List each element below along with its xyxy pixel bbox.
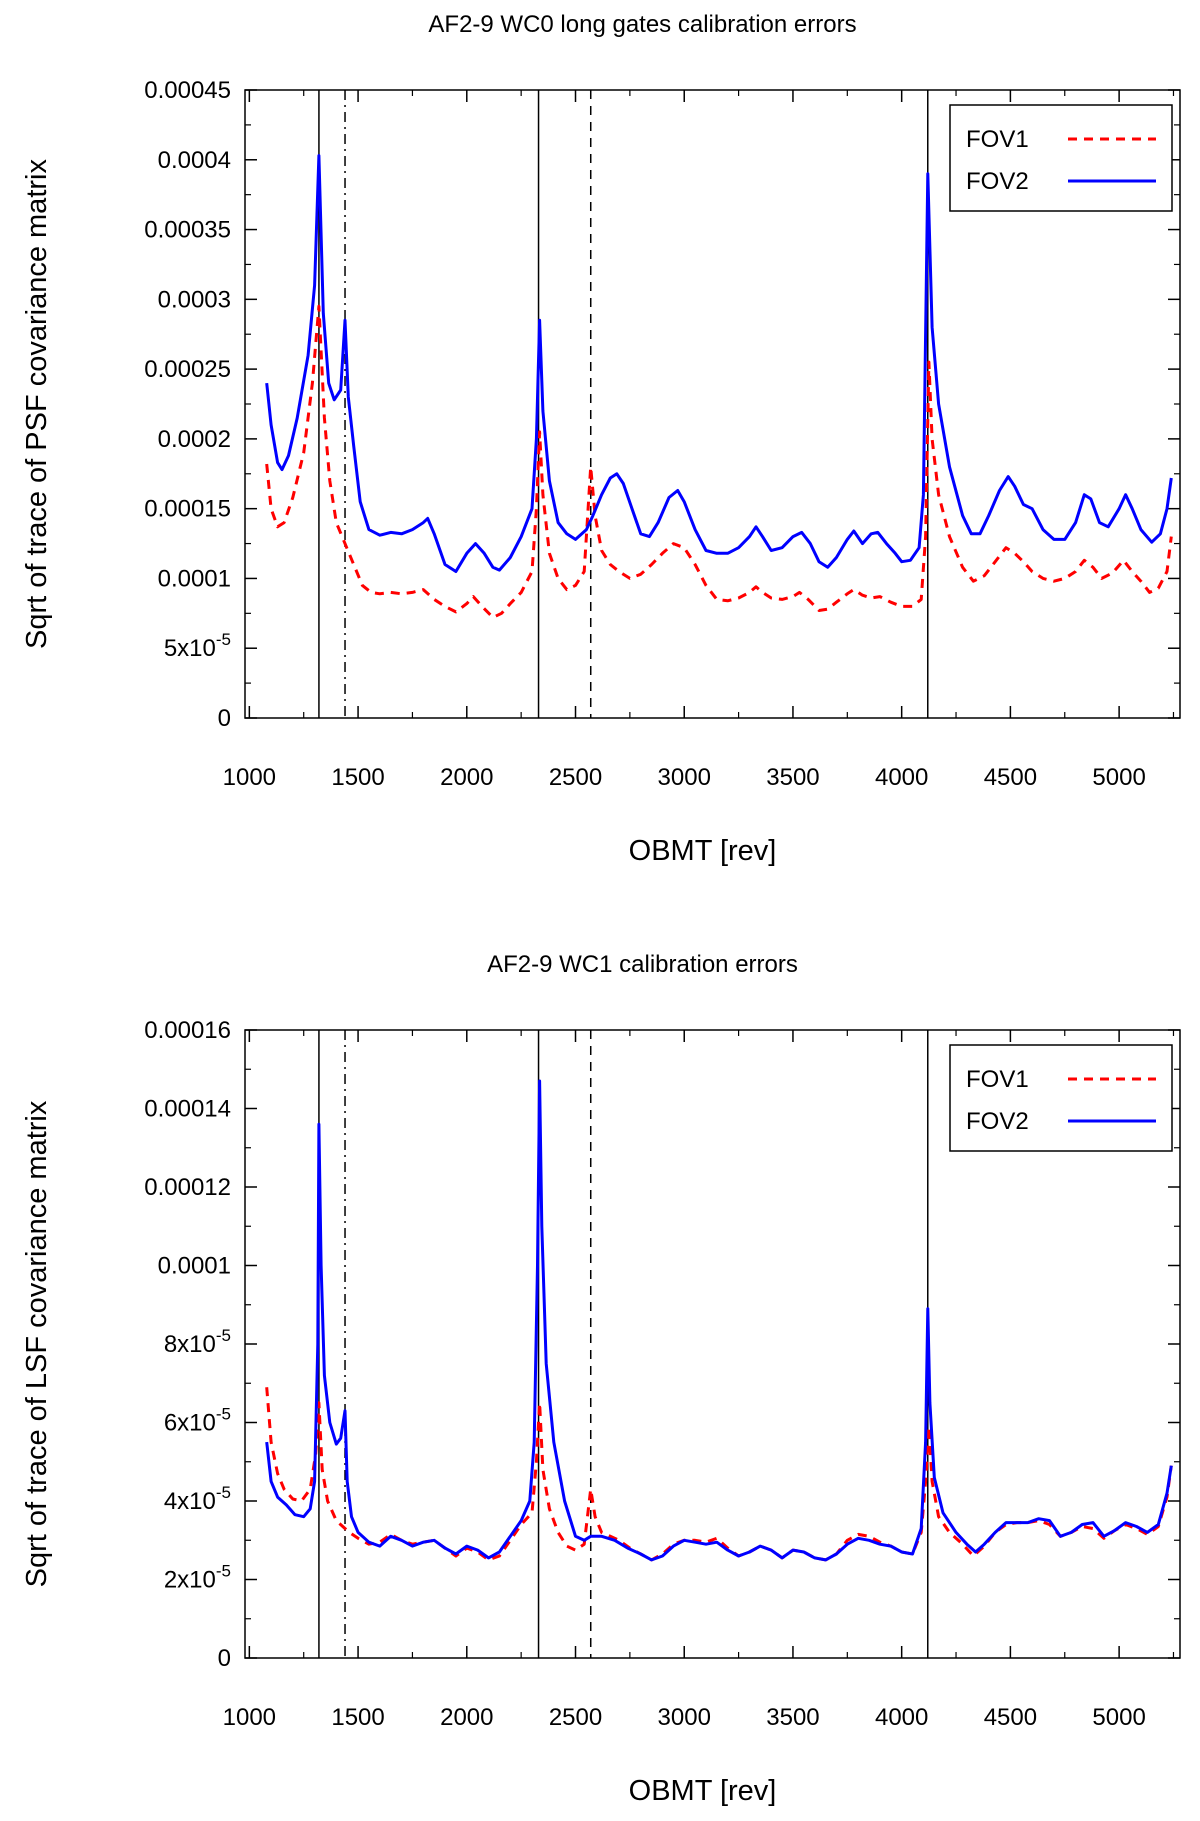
plot-frame xyxy=(244,89,1181,719)
y-axis-label: Sqrt of trace of LSF covariance matrix xyxy=(21,1100,53,1587)
x-tick-label: 1000 xyxy=(223,764,276,791)
x-tick-label: 4500 xyxy=(984,1704,1037,1731)
y-tick-label-base: 2x10 xyxy=(164,1567,216,1594)
y-tick-label-base: 0.0004 xyxy=(158,147,231,174)
x-tick-label: 5000 xyxy=(1092,764,1145,791)
x-tick-label: 2500 xyxy=(549,764,602,791)
y-tick-label-base: 0.00012 xyxy=(144,1174,231,1201)
legend: FOV1 FOV2 xyxy=(949,104,1173,212)
x-tick-label: 5000 xyxy=(1092,1704,1145,1731)
x-tick-label: 2000 xyxy=(440,1704,493,1731)
legend-label-fov1: FOV1 xyxy=(966,1066,1029,1093)
y-tick-label: 5x10-5 xyxy=(164,630,231,662)
series-fov1 xyxy=(265,1387,1173,1562)
y-tick-label: 0 xyxy=(218,1645,231,1672)
y-tick-label-base: 0.00014 xyxy=(144,1096,231,1123)
y-tick-label-exponent: -5 xyxy=(216,1483,231,1502)
y-tick-label: 0.0004 xyxy=(158,147,231,174)
series-fov2 xyxy=(265,154,1173,573)
y-tick-label: 0.0002 xyxy=(158,426,231,453)
y-tick-label-base: 0.00016 xyxy=(144,1017,231,1044)
x-tick-label: 1500 xyxy=(331,1704,384,1731)
y-tick-label: 8x10-5 xyxy=(164,1326,231,1358)
x-tick-label: 1000 xyxy=(223,1704,276,1731)
x-tick-label: 3000 xyxy=(658,764,711,791)
y-tick-label: 0.0001 xyxy=(158,565,231,592)
y-tick-label-base: 4x10 xyxy=(164,1488,216,1515)
y-tick-label-base: 0 xyxy=(218,1645,231,1672)
y-tick-label-base: 0.0001 xyxy=(158,1253,231,1280)
y-tick-label: 0.00012 xyxy=(144,1174,231,1201)
y-tick-label: 0 xyxy=(218,705,231,732)
chart-title: AF2-9 WC0 long gates calibration errors xyxy=(428,11,856,38)
y-tick-label-base: 0.00015 xyxy=(144,496,231,523)
y-tick-label-base: 0.00025 xyxy=(144,356,231,383)
y-tick-label-base: 5x10 xyxy=(164,635,216,662)
y-tick-label: 0.00016 xyxy=(144,1017,231,1044)
legend-label-fov1: FOV1 xyxy=(966,126,1029,153)
x-tick-label: 4000 xyxy=(875,1704,928,1731)
y-axis-label: Sqrt of trace of PSF covariance matrix xyxy=(21,159,53,649)
chart-1: AF2-9 WC0 long gates calibration errors 0… xyxy=(21,11,1181,867)
y-tick-label: 4x10-5 xyxy=(164,1483,231,1515)
y-tick-label-base: 0.0002 xyxy=(158,426,231,453)
x-tick-label: 3500 xyxy=(766,764,819,791)
legend-box xyxy=(949,1044,1173,1152)
y-tick-label: 0.00014 xyxy=(144,1096,231,1123)
y-tick-label-exponent: -5 xyxy=(216,1562,231,1581)
y-tick-label-base: 0.00035 xyxy=(144,217,231,244)
y-tick-label-exponent: -5 xyxy=(216,630,231,649)
y-tick-label: 0.0001 xyxy=(158,1253,231,1280)
y-tick-label: 2x10-5 xyxy=(164,1562,231,1594)
x-tick-label: 2500 xyxy=(549,1704,602,1731)
x-tick-label: 3500 xyxy=(766,1704,819,1731)
series-fov1 xyxy=(265,304,1173,619)
y-tick-label: 0.00025 xyxy=(144,356,231,383)
series-fov2 xyxy=(265,1079,1173,1562)
y-tick-label: 0.00045 xyxy=(144,77,231,104)
x-tick-label: 3000 xyxy=(658,1704,711,1731)
y-tick-label-exponent: -5 xyxy=(216,1405,231,1424)
x-axis-label: OBMT [rev] xyxy=(629,835,777,867)
y-tick-label: 0.00035 xyxy=(144,217,231,244)
y-tick-label-base: 0.0003 xyxy=(158,286,231,313)
chart-2: AF2-9 WC1 calibration errors02x10-54x10-… xyxy=(21,951,1181,1807)
legend: FOV1 FOV2 xyxy=(949,1044,1173,1152)
y-tick-label-exponent: -5 xyxy=(216,1326,231,1345)
x-tick-label: 2000 xyxy=(440,764,493,791)
x-tick-label: 4500 xyxy=(984,764,1037,791)
x-tick-label: 4000 xyxy=(875,764,928,791)
y-tick-label: 6x10-5 xyxy=(164,1405,231,1437)
y-tick-label-base: 6x10 xyxy=(164,1410,216,1437)
y-tick-label-base: 0.0001 xyxy=(158,565,231,592)
y-tick-label: 0.00015 xyxy=(144,496,231,523)
chart-title: AF2-9 WC1 calibration errors xyxy=(487,951,798,978)
y-tick-label: 0.0003 xyxy=(158,286,231,313)
plot-frame xyxy=(244,1029,1181,1659)
legend-label-fov2: FOV2 xyxy=(966,1108,1029,1135)
y-tick-label-base: 0.00045 xyxy=(144,77,231,104)
y-tick-label-base: 0 xyxy=(218,705,231,732)
legend-label-fov2: FOV2 xyxy=(966,168,1029,195)
x-axis-label: OBMT [rev] xyxy=(629,1775,777,1807)
legend-box xyxy=(949,104,1173,212)
y-tick-label-base: 8x10 xyxy=(164,1331,216,1358)
x-tick-label: 1500 xyxy=(331,764,384,791)
